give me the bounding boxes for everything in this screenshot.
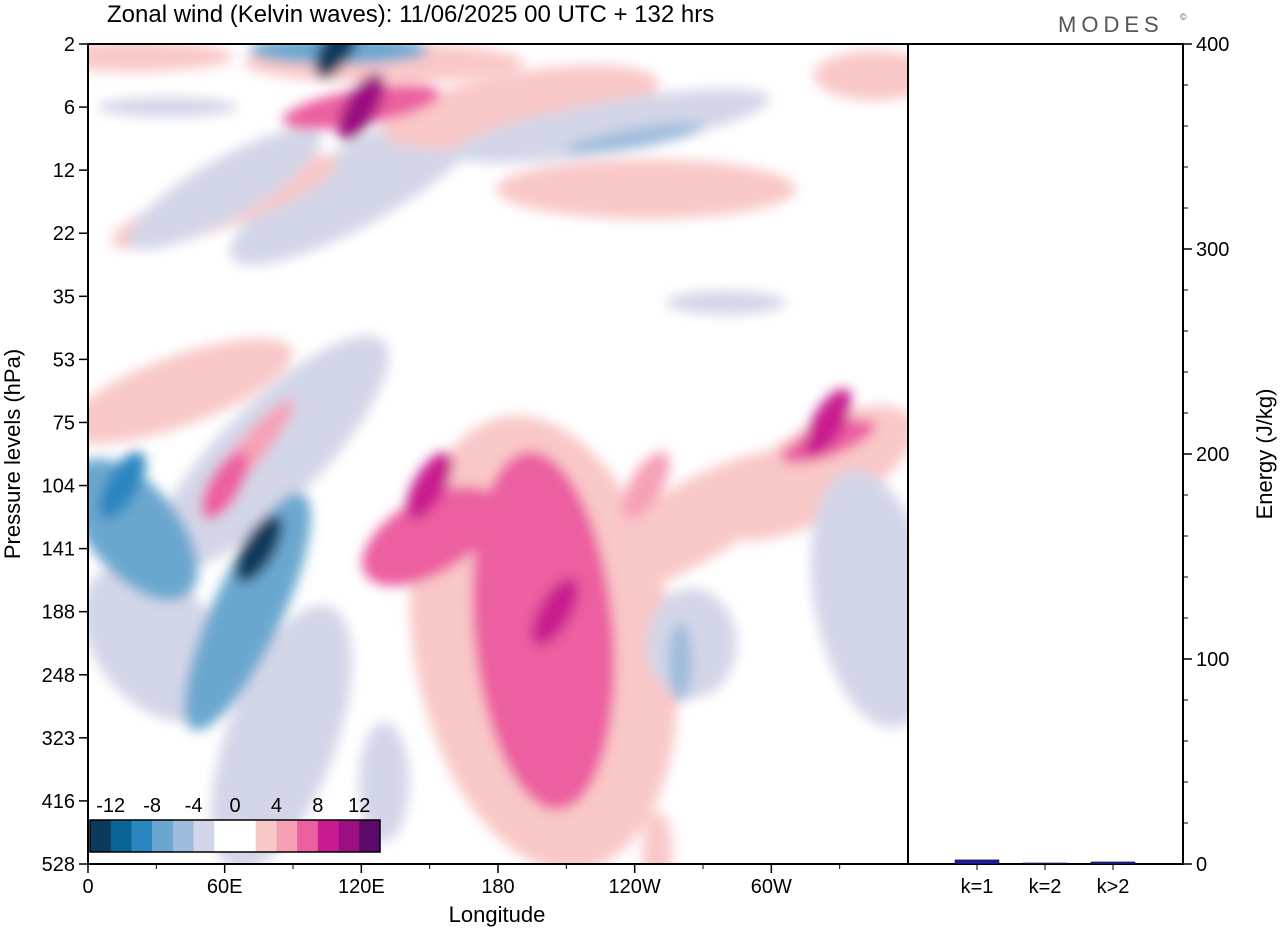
y-tick-label: 12: [53, 160, 75, 182]
energy-tick-label: 0: [1196, 854, 1207, 876]
y-tick-label: 53: [53, 349, 75, 371]
heatmap-panel: [88, 44, 908, 864]
energy-category-label: k=2: [1029, 876, 1062, 898]
energy-axis: 0 100 200 300 400: [1183, 34, 1229, 876]
y-tick-label: 416: [42, 791, 75, 813]
colorbar-swatch: [276, 820, 298, 852]
brand-mark: ©: [1180, 12, 1187, 22]
y-tick-label: 104: [42, 476, 75, 498]
wind-anomaly-region: [454, 88, 770, 164]
y-tick-label: 75: [53, 412, 75, 434]
energy-bar-k>2: [1090, 861, 1136, 865]
energy-axis-label: Energy (J/kg): [1252, 389, 1277, 520]
brand-logo: MODES: [1058, 12, 1164, 37]
wind-anomaly-region: [361, 486, 498, 586]
wind-anomaly-region: [646, 588, 737, 699]
wind-anomaly-region: [665, 290, 786, 315]
colorbar-swatch: [152, 820, 174, 852]
y-tick-label: 2: [64, 34, 75, 56]
energy-tick-label: 200: [1196, 444, 1229, 466]
y-axis: 2 6 12 22 35 53 75 104 141 188 248 323 416 528: [42, 34, 88, 876]
x-tick-label: 180: [481, 876, 514, 898]
wind-anomaly-region: [565, 122, 704, 155]
wind-anomaly-region: [496, 159, 797, 220]
wind-anomaly-region: [88, 44, 234, 72]
colorbar-swatch: [90, 820, 112, 852]
wind-anomaly-region: [642, 811, 673, 864]
colorbar-swatch: [193, 820, 215, 852]
wind-anomaly-region: [804, 388, 852, 457]
wind-anomaly-region: [406, 451, 454, 520]
colorbar-label: -12: [96, 795, 125, 817]
wind-anomaly-region: [382, 64, 659, 150]
colorbar-swatch: [172, 820, 194, 852]
energy-bar-k=2: [1022, 862, 1068, 865]
y-tick-label: 188: [42, 602, 75, 624]
colorbar-swatch: [131, 820, 153, 852]
energy-panel-frame: [907, 43, 1184, 865]
wind-anomaly-region: [235, 514, 283, 583]
colorbar-label: 12: [348, 795, 370, 817]
colorbar-swatch: [235, 820, 257, 852]
colorbar-label: 0: [229, 795, 240, 817]
x-axis: 0 60E 120E 180 120W 60W: [82, 864, 841, 898]
energy-category-label: k>2: [1097, 876, 1130, 898]
y-tick-label: 528: [42, 854, 75, 876]
x-axis-label: Longitude: [449, 902, 546, 927]
colorbar: -12 -8 -4 0 4 8 12: [89, 795, 381, 853]
wind-anomaly-region: [531, 577, 579, 646]
colorbar-swatch: [317, 820, 339, 852]
energy-bars: k=1 k=2 k>2: [954, 859, 1136, 898]
y-tick-label: 248: [42, 665, 75, 687]
wind-anomaly-region: [97, 97, 238, 118]
wind-anomaly-region: [98, 451, 146, 520]
wind-anomaly-region: [88, 338, 293, 444]
colorbar-label: 8: [312, 795, 323, 817]
y-axis-label: Pressure levels (hPa): [0, 349, 25, 559]
wind-anomaly-region: [128, 128, 322, 250]
colorbar-swatch: [110, 820, 132, 852]
wind-anomaly-region: [813, 50, 908, 101]
x-tick-label: 0: [82, 876, 93, 898]
wind-anomaly-region: [359, 722, 410, 842]
wind-contours: [88, 44, 908, 864]
wind-anomaly-region: [622, 451, 670, 520]
colorbar-swatch: [338, 820, 360, 852]
energy-category-label: k=1: [961, 876, 994, 898]
x-tick-label: 60E: [207, 876, 243, 898]
wind-anomaly-region: [719, 405, 908, 541]
y-tick-label: 22: [53, 223, 75, 245]
energy-bar-k=1: [954, 859, 1000, 865]
wind-anomaly-region: [337, 73, 385, 141]
y-tick-label: 35: [53, 286, 75, 308]
wind-anomaly-region: [315, 44, 363, 78]
wind-anomaly-region: [810, 470, 908, 728]
colorbar-swatch: [297, 820, 319, 852]
wind-anomaly-region: [184, 492, 311, 731]
energy-tick-label: 300: [1196, 239, 1229, 261]
chart-title: Zonal wind (Kelvin waves): 11/06/2025 00…: [107, 1, 714, 28]
x-tick-label: 60W: [751, 876, 792, 898]
colorbar-swatch: [359, 820, 381, 852]
colorbar-swatch: [255, 820, 277, 852]
colorbar-swatch: [214, 820, 236, 852]
colorbar-label: 4: [271, 795, 282, 817]
wind-anomaly-region: [201, 451, 249, 520]
colorbar-label: -4: [185, 795, 203, 817]
colorbar-label: -8: [143, 795, 161, 817]
x-tick-label: 120W: [609, 876, 661, 898]
energy-tick-label: 100: [1196, 649, 1229, 671]
wind-anomaly-region: [211, 604, 353, 864]
x-tick-label: 120E: [338, 876, 385, 898]
y-tick-label: 6: [64, 97, 75, 119]
wind-anomaly-region: [668, 622, 693, 703]
colorbar-frame: [89, 819, 381, 853]
energy-tick-label: 400: [1196, 34, 1229, 56]
y-tick-label: 323: [42, 728, 75, 750]
y-tick-label: 141: [42, 539, 75, 561]
